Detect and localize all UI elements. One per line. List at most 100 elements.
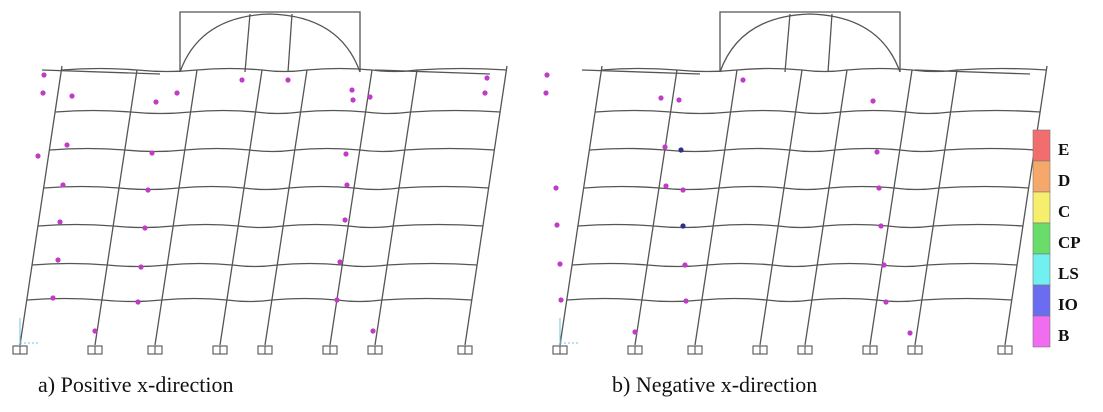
plastic-hinge [334,297,340,303]
plastic-hinge [878,223,884,229]
frame-column [94,69,138,346]
legend-item-cp: CP [1032,222,1081,255]
legend-item-e: E [1032,129,1069,162]
plastic-hinge [350,97,356,103]
legend-swatch [1032,222,1051,255]
plastic-hinge [349,87,355,93]
plastic-hinge [883,299,889,305]
frame-positive-x [12,11,508,355]
plastic-hinge [482,90,488,96]
plastic-hinge [142,225,148,231]
legend-label: IO [1058,295,1078,314]
legend-item-ls: LS [1032,253,1079,286]
frame-column [634,69,678,346]
penthouse-column [827,13,833,73]
legend-swatch [1032,191,1051,224]
plastic-hinge [239,77,245,83]
frame-column [694,69,738,346]
plastic-hinge [174,90,180,96]
plastic-hinge [57,219,63,225]
frame-column [464,65,508,346]
penthouse-column [784,13,791,73]
frame-column [804,69,848,346]
roof-beam-right [374,69,491,75]
plastic-hinge [658,95,664,101]
legend-label: LS [1058,264,1079,283]
plastic-hinge [907,330,913,336]
legend-swatch [1032,160,1051,193]
plastic-hinge [870,98,876,104]
roof-beam-left [41,69,161,75]
plastic-hinge [138,264,144,270]
plastic-hinge [135,299,141,305]
plastic-hinge [370,328,376,334]
plastic-hinge [680,223,686,229]
plastic-hinge [343,151,349,157]
dome-arch [719,13,901,73]
frame-column [219,69,263,346]
legend-label: C [1058,202,1070,221]
dome-arch [179,13,361,73]
plastic-hinge [367,94,373,100]
frame-beam [49,147,495,153]
plastic-hinge [874,149,880,155]
plastic-hinge [69,93,75,99]
frame-beam [578,223,1024,229]
legend-item-b: B [1032,315,1069,348]
plastic-hinge [678,147,684,153]
plastic-hinge [40,90,46,96]
frame-negative-x [543,11,1048,355]
frame-column [759,69,803,346]
plastic-hinge [682,262,688,268]
frame-column [374,69,418,346]
legend-item-io: IO [1032,284,1078,317]
caption-positive-x: a) Positive x-direction [38,372,234,397]
legend-item-c: C [1032,191,1070,224]
frame-beam [566,297,1012,303]
plastic-hinge [50,295,56,301]
legend-label: E [1058,140,1069,159]
penthouse-frame [179,11,361,72]
frame-beam [43,185,490,191]
legend-swatch [1032,253,1051,286]
plastic-hinge [553,185,559,191]
plastic-hinge [344,182,350,188]
frame-beam [61,67,508,73]
penthouse-column [287,13,293,73]
plastic-hinge [543,90,549,96]
frame-column [264,69,308,346]
plastic-hinge [680,187,686,193]
roof-beam-left [581,69,701,75]
plastic-hinge [683,298,689,304]
plastic-hinge [149,150,155,156]
plastic-hinge [285,77,291,83]
plastic-hinge [64,142,70,148]
legend-swatch [1032,284,1051,317]
frame-beam [589,147,1035,153]
plastic-hinge [41,72,47,78]
legend-item-d: D [1032,160,1070,193]
plastic-hinge [554,222,560,228]
frame-column [559,65,603,346]
legend: EDC CP LS IO B [1032,129,1081,348]
frame-beam [572,262,1018,268]
plastic-hinge [740,77,746,83]
frame-beam [32,262,478,268]
penthouse-column [244,13,251,73]
frame-column [869,69,913,346]
caption-negative-x: b) Negative x-direction [612,372,818,397]
plastic-hinge [337,259,343,265]
frame-beam [55,109,501,115]
plastic-hinge [557,261,563,267]
plastic-hinge [55,257,61,263]
plastic-hinge [558,297,564,303]
plastic-hinge [881,262,887,268]
plastic-hinge [484,75,490,81]
plastic-hinge [663,183,669,189]
plastic-hinge [876,185,882,191]
plastic-hinge [342,217,348,223]
plastic-hinge [153,99,159,105]
legend-swatch [1032,129,1051,162]
